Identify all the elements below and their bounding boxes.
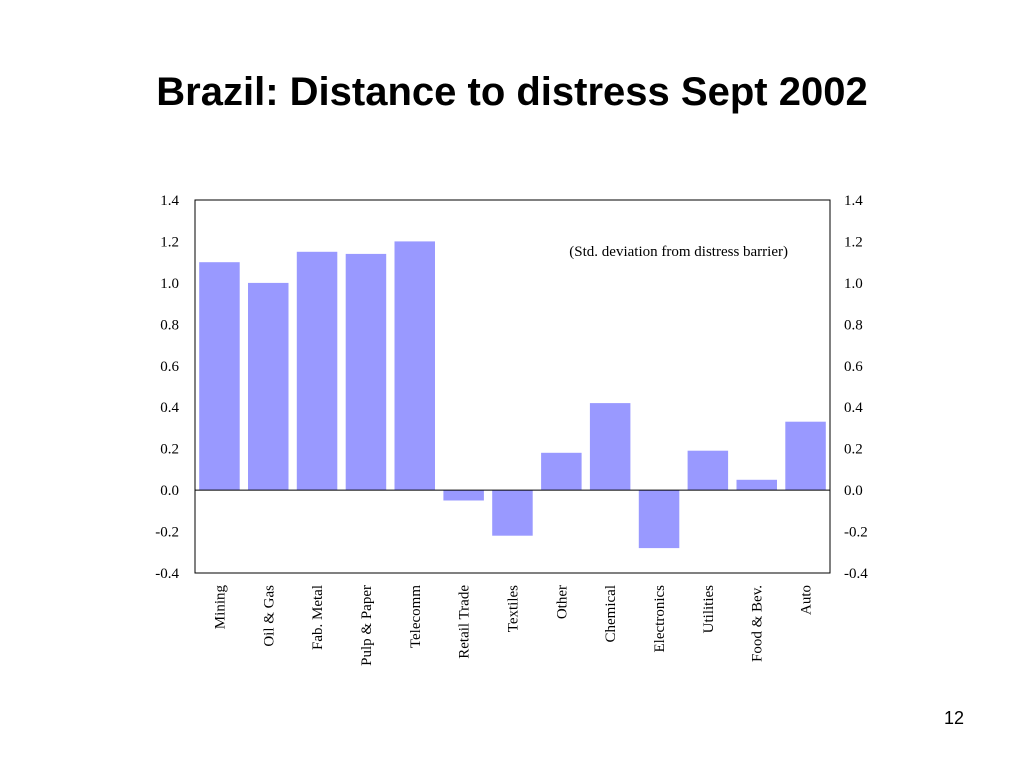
y-tick-label-left: 0.4	[160, 400, 179, 416]
y-tick-label-left: 1.2	[160, 234, 179, 250]
bar-utilities	[687, 450, 729, 491]
y-tick-label-right: 1.0	[844, 276, 863, 292]
y-tick-label-left: -0.4	[155, 566, 179, 582]
y-tick-label-right: 0.6	[844, 359, 863, 375]
x-tick-label: Pulp & Paper	[359, 585, 375, 666]
y-tick-label-left: 0.8	[160, 317, 179, 333]
y-tick-label-right: -0.2	[844, 525, 868, 541]
bar-electronics	[638, 490, 680, 549]
x-tick-label: Telecomm	[408, 585, 424, 648]
bar-auto	[785, 421, 826, 491]
x-tick-label: Mining	[212, 585, 228, 630]
y-tick-label-right: 0.8	[844, 317, 863, 333]
slide-title: Brazil: Distance to distress Sept 2002	[156, 70, 868, 114]
x-tick-label: Electronics	[652, 585, 668, 653]
bar-oil-gas	[248, 282, 289, 491]
x-tick-label: Textiles	[506, 585, 522, 632]
x-tick-label: Utilities	[701, 585, 717, 633]
bar-textiles	[492, 490, 533, 536]
x-tick-label: Food & Bev.	[750, 585, 766, 662]
x-tick-labels: Mining Oil & Gas Fab. Metal Pulp & Paper Tel…	[212, 585, 814, 666]
x-tick-label: Chemical	[603, 585, 619, 642]
x-tick-label: Other	[554, 585, 570, 619]
bar-food-bev	[736, 479, 777, 491]
page-number: 12	[943, 708, 964, 728]
y-tick-label-right: 1.2	[844, 234, 863, 250]
y-tick-label-right: 0.2	[844, 442, 863, 458]
bar-mining	[199, 262, 240, 491]
y-tick-label-right: 0.4	[844, 400, 863, 416]
ticks-layer: 1.4 1.4 1.2 1.2 1.0 1.0 0.8 0.8 0.6 0.6 0.4 0.4 0.2 0…	[155, 193, 868, 582]
y-tick-label-right: 0.0	[844, 483, 863, 499]
y-tick-label-left: 0.0	[160, 483, 179, 499]
x-tick-label: Oil & Gas	[261, 585, 277, 647]
y-tick-label-left: -0.2	[155, 525, 179, 541]
y-tick-label-left: 0.6	[160, 359, 179, 375]
bar-retail-trade	[443, 490, 484, 501]
bar-telecomm	[394, 241, 435, 491]
x-tick-label: Fab. Metal	[310, 585, 326, 650]
chart-annotation: (Std. deviation from distress barrier)	[569, 244, 788, 260]
y-tick-label-left: 1.4	[160, 193, 179, 209]
x-tick-label: Retail Trade	[457, 585, 473, 659]
y-tick-label-right: -0.4	[844, 566, 868, 582]
plot-frame	[194, 199, 831, 574]
x-tick-label: Auto	[799, 585, 815, 615]
bars-layer	[199, 241, 826, 549]
bar-pulp-paper	[345, 253, 387, 491]
bar-other	[541, 452, 582, 491]
bar-chemical	[589, 403, 631, 491]
y-tick-label-right: 1.4	[844, 193, 863, 209]
bar-fab-metal	[296, 251, 338, 491]
y-tick-label-left: 0.2	[160, 442, 179, 458]
y-tick-label-left: 1.0	[160, 276, 179, 292]
